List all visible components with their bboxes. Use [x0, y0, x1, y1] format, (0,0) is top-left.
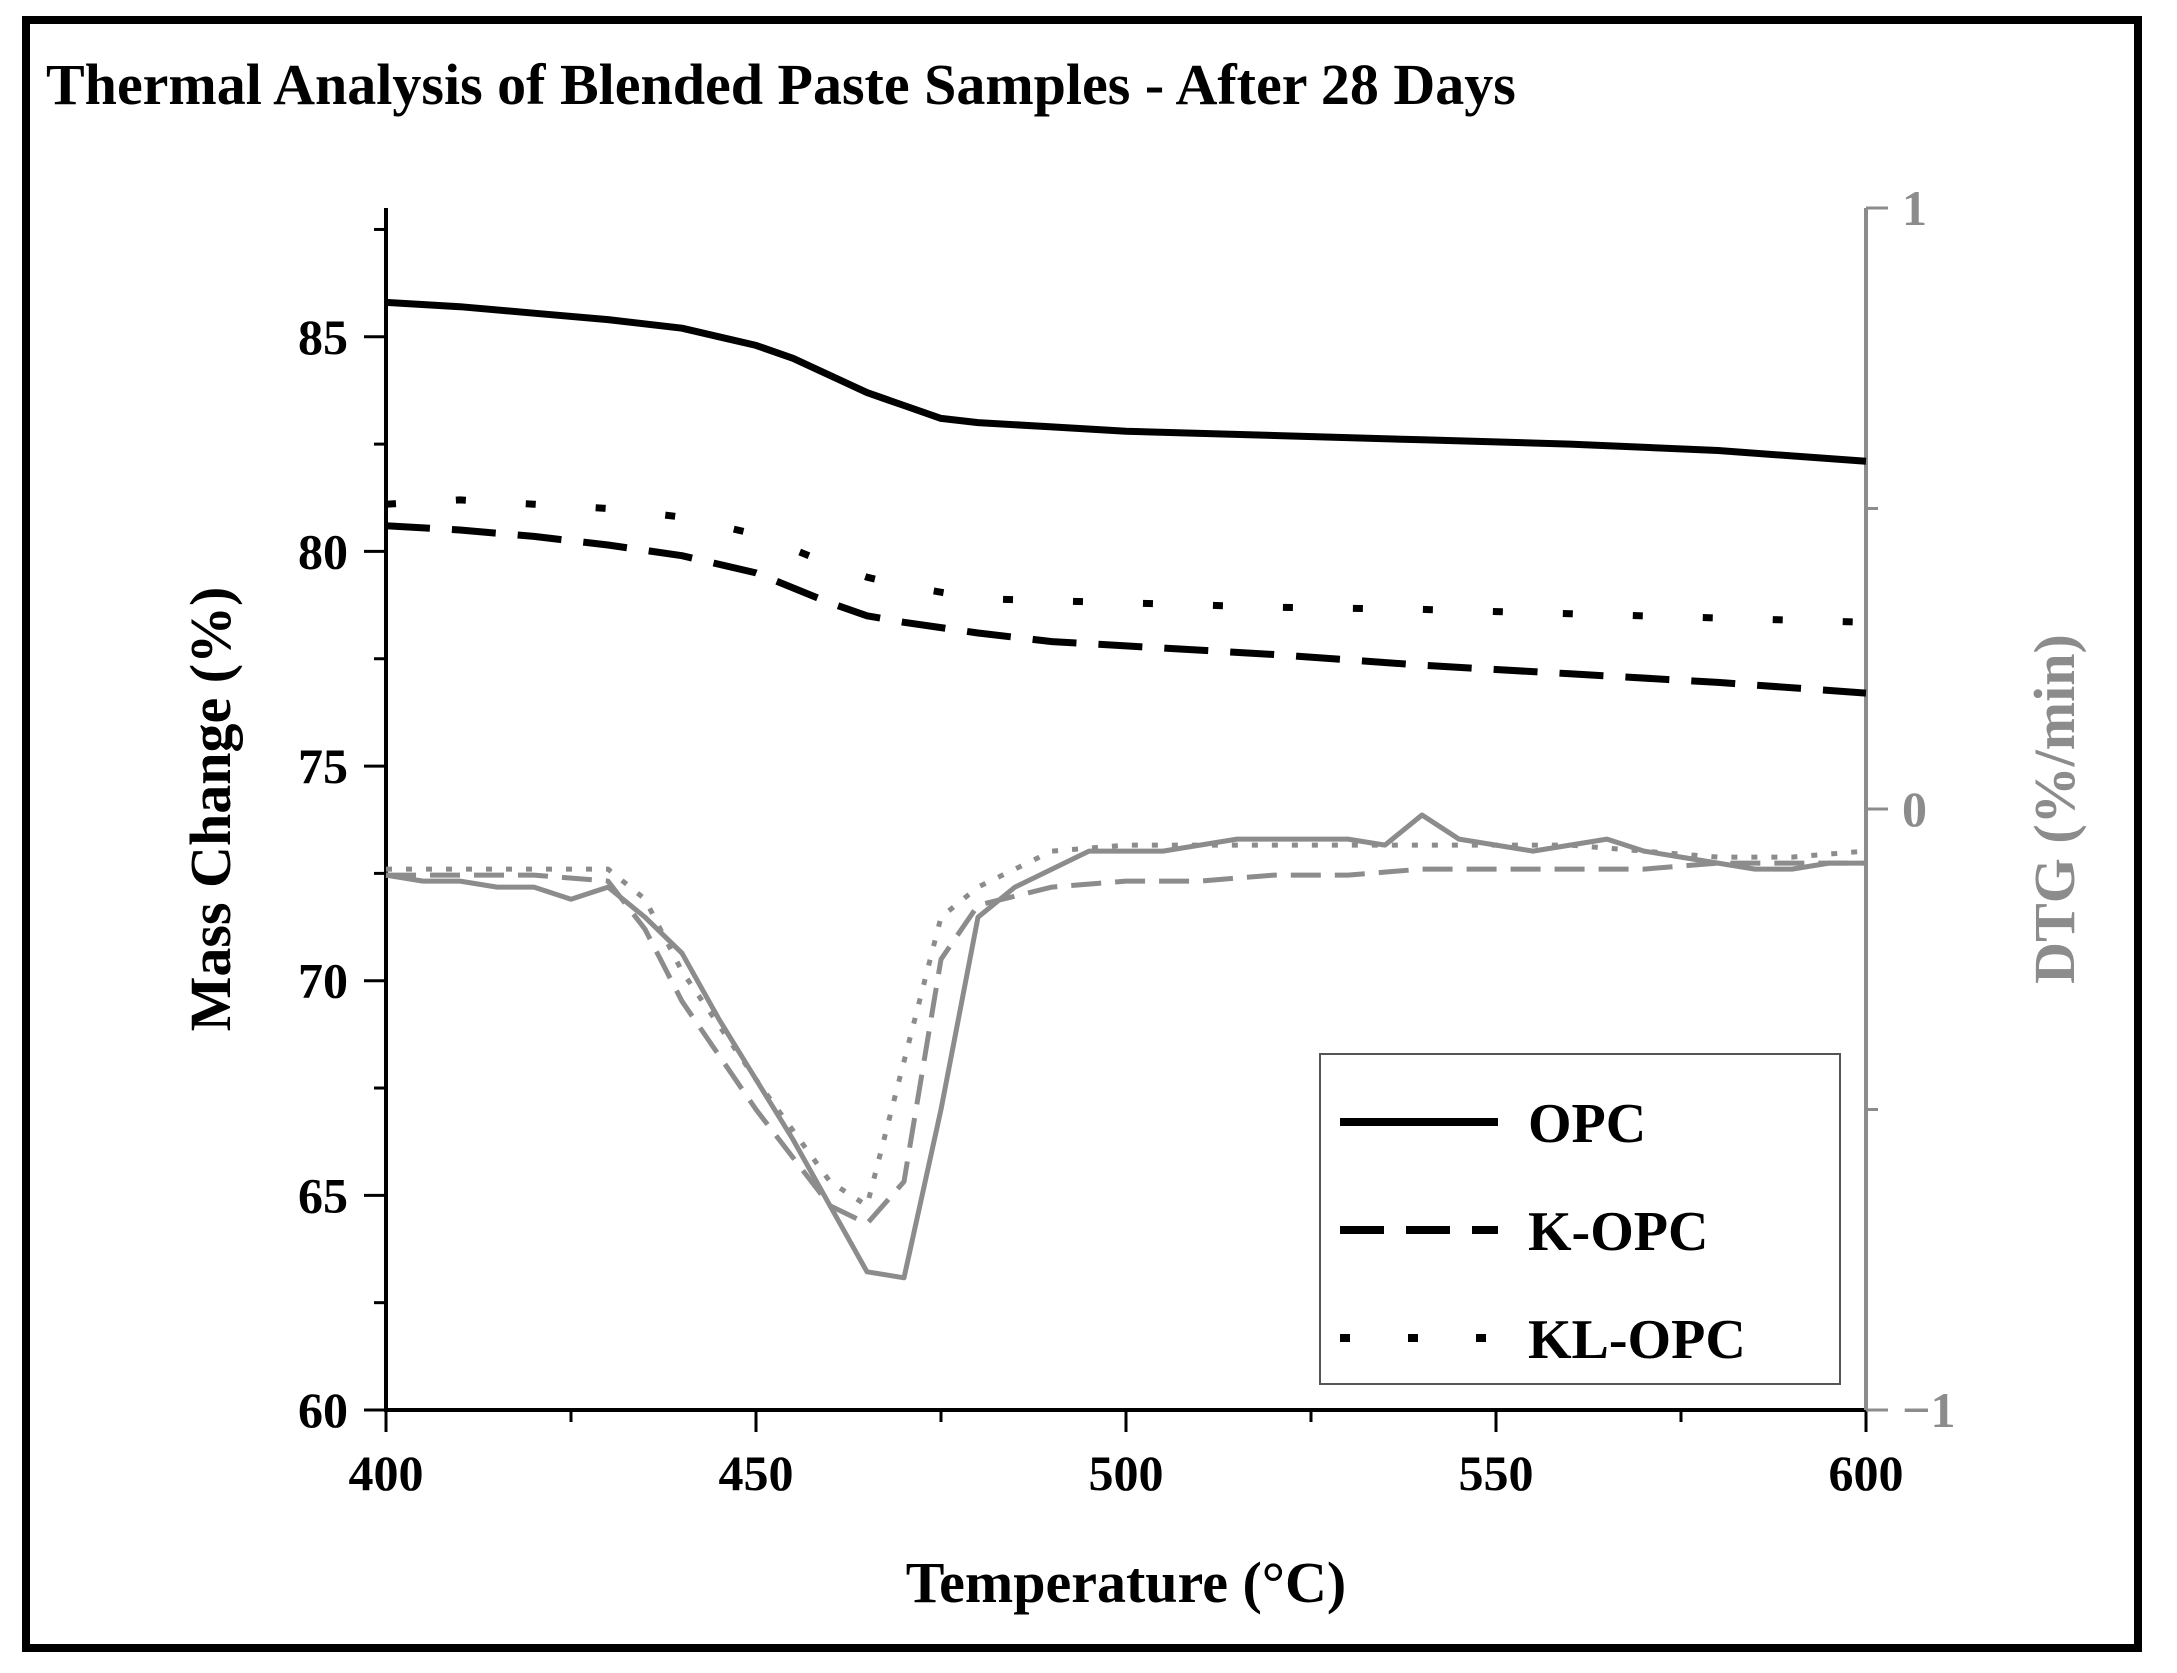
k-opc-dtg-line [386, 860, 1866, 1227]
legend: OPC K-OPC KL-OPC [1319, 1053, 1841, 1385]
x-tick-label: 500 [1089, 1445, 1164, 1501]
y2-axis-label: DTG (%/min) [2022, 634, 2087, 984]
y-tick-label: 80 [298, 523, 348, 579]
y-axis-label: Mass Change (%) [178, 587, 243, 1032]
legend-label-opc: OPC [1528, 1093, 1646, 1155]
x-tick-label: 550 [1459, 1445, 1534, 1501]
legend-box [1319, 1053, 1841, 1385]
y2-tick-label: −1 [1902, 1382, 1956, 1438]
y-tick-label: 70 [298, 953, 348, 1009]
legend-label-k-opc: K-OPC [1528, 1201, 1708, 1263]
x-tick-label: 400 [349, 1445, 424, 1501]
x-axis-label: Temperature (°C) [906, 1550, 1346, 1615]
y2-tick-label: 1 [1902, 180, 1927, 236]
y2-tick-label: 0 [1902, 781, 1927, 837]
y-tick-label: 60 [298, 1382, 348, 1438]
kl-opc-line [385, 496, 1867, 626]
axes-layer: 400 450 500 550 600 60 65 70 75 80 85 1 0 −1 [298, 180, 1956, 1501]
y-tick-label: 65 [298, 1167, 348, 1223]
x-tick-label: 600 [1829, 1445, 1904, 1501]
figure-frame: Thermal Analysis of Blended Paste Sample… [22, 16, 2142, 1652]
series-layer [385, 298, 1867, 1281]
k-opc-line [385, 522, 1867, 697]
legend-label-kl-opc: KL-OPC [1528, 1309, 1746, 1371]
opc-line [385, 298, 1867, 465]
chart-canvas: Thermal Analysis of Blended Paste Sample… [46, 52, 2087, 1615]
opc-dtg-line [385, 812, 1866, 1281]
x-tick-label: 450 [719, 1445, 794, 1501]
chart-title: Thermal Analysis of Blended Paste Sample… [46, 52, 1516, 117]
y-tick-label: 85 [298, 309, 348, 365]
y-tick-label: 75 [298, 738, 348, 794]
kl-opc-dtg-line [386, 842, 1867, 1209]
